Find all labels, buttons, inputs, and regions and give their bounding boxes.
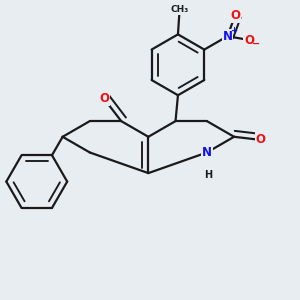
Text: H: H — [205, 170, 213, 180]
Text: O: O — [256, 134, 266, 146]
Text: O: O — [244, 34, 254, 46]
Text: O: O — [230, 9, 240, 22]
Text: +: + — [230, 26, 237, 35]
Text: N: N — [202, 146, 212, 159]
Text: −: − — [252, 39, 260, 49]
Text: N: N — [223, 30, 232, 43]
Text: O: O — [99, 92, 109, 105]
Text: CH₃: CH₃ — [170, 5, 189, 14]
